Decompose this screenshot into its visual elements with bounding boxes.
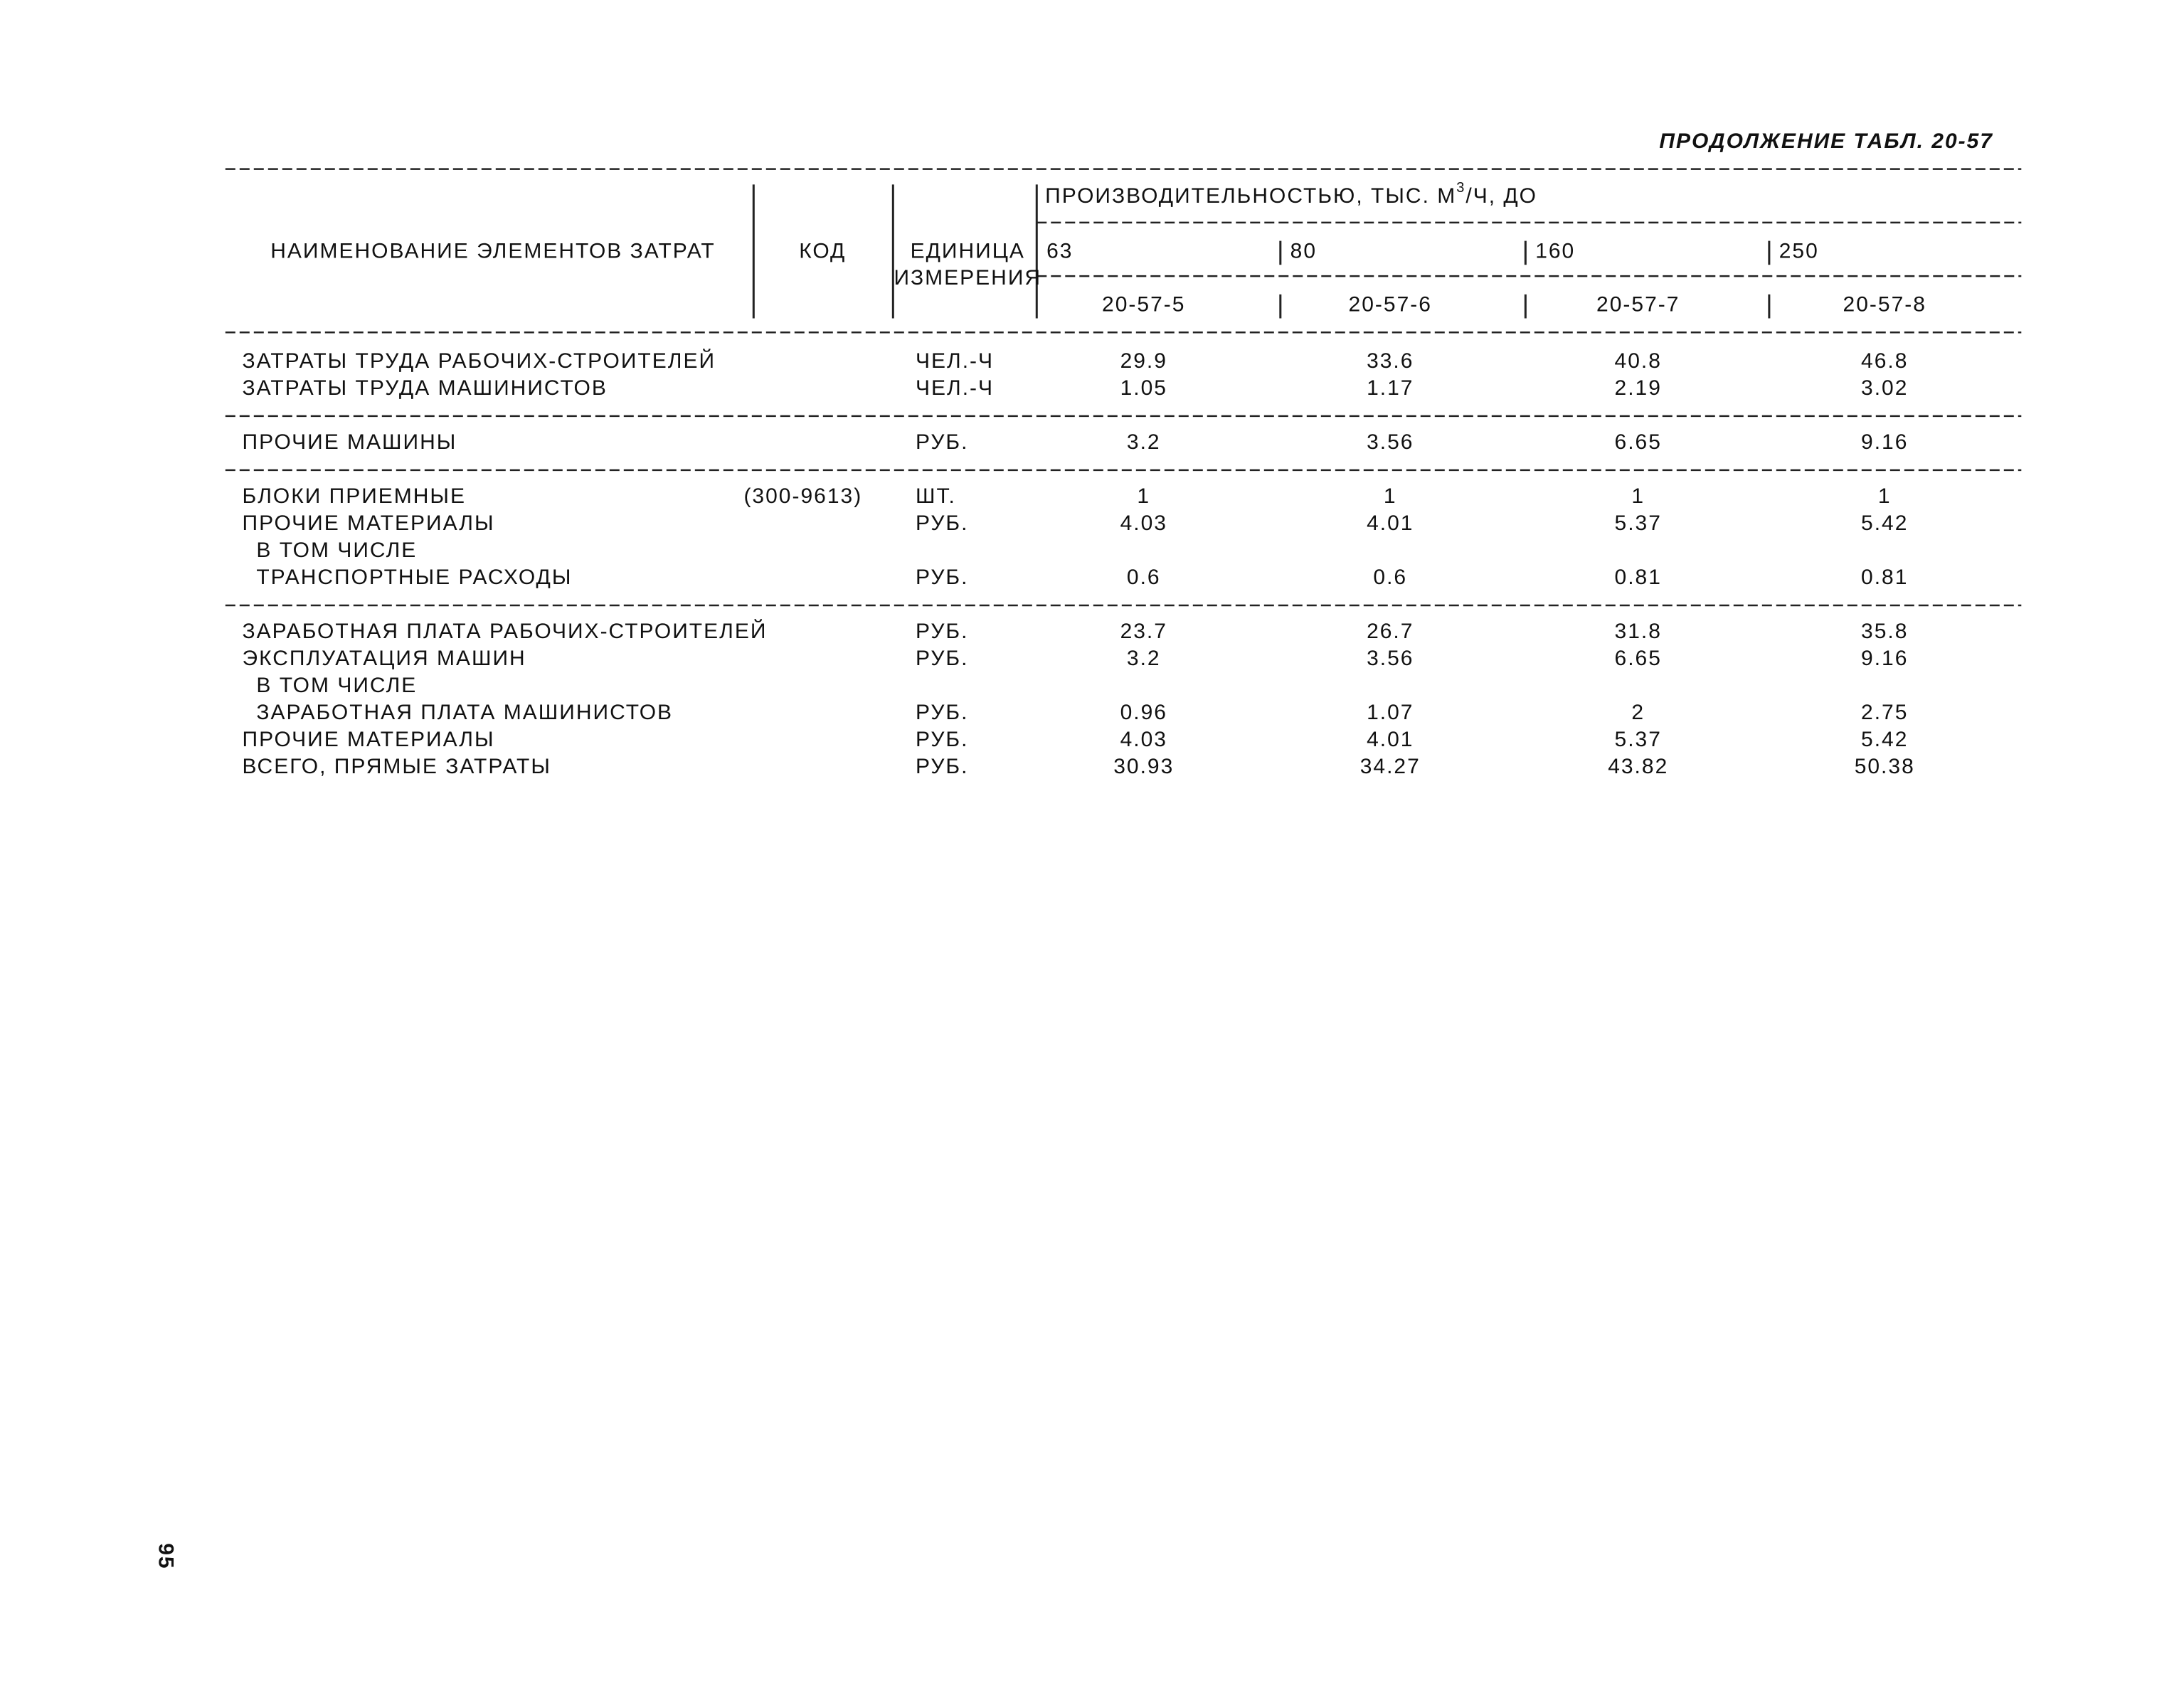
header-column-code: 20-57-8 xyxy=(1843,293,1926,317)
row-value: 6.65 xyxy=(1615,430,1662,454)
header-code: КОД xyxy=(799,239,846,263)
header-group-text: ПРОИЗВОДИТЕЛЬНОСТЬЮ, ТЫС. М xyxy=(1045,184,1456,208)
row-value: 2.19 xyxy=(1615,376,1662,400)
header-group-sup: 3 xyxy=(1456,180,1465,196)
row-unit: ЧЕЛ.-Ч xyxy=(916,349,994,373)
row-name: ЗАТРАТЫ ТРУДА МАШИНИСТОВ xyxy=(243,376,608,400)
header-column-code: 20-57-5 xyxy=(1102,293,1185,317)
row-value: 9.16 xyxy=(1861,430,1908,454)
header-column-code: 20-57-7 xyxy=(1596,293,1680,317)
row-value: 40.8 xyxy=(1615,349,1662,373)
row-unit: РУБ. xyxy=(916,511,968,535)
row-value: 50.38 xyxy=(1855,755,1915,778)
row-value: 3.02 xyxy=(1861,376,1908,400)
row-value: 4.01 xyxy=(1367,511,1414,535)
row-value: 29.9 xyxy=(1120,349,1167,373)
row-name: ПРОЧИЕ МАШИНЫ xyxy=(243,430,457,454)
row-code: (300-9613) xyxy=(743,484,862,508)
header-column-code: 20-57-6 xyxy=(1349,293,1432,317)
row-value: 33.6 xyxy=(1367,349,1414,373)
row-unit: РУБ. xyxy=(916,620,968,643)
row-value: 46.8 xyxy=(1861,349,1908,373)
row-value: 30.93 xyxy=(1113,755,1174,778)
page-number: 95 xyxy=(154,1543,178,1569)
row-value: 43.82 xyxy=(1608,755,1668,778)
row-value: 34.27 xyxy=(1360,755,1421,778)
row-value: 2.75 xyxy=(1861,701,1908,724)
row-name: ПРОЧИЕ МАТЕРИАЛЫ xyxy=(243,511,495,535)
row-value: 4.01 xyxy=(1367,728,1414,751)
row-name: ЗАРАБОТНАЯ ПЛАТА МАШИНИСТОВ xyxy=(256,701,673,724)
row-name: ЗАТРАТЫ ТРУДА РАБОЧИХ-СТРОИТЕЛЕЙ xyxy=(243,349,716,373)
row-name: БЛОКИ ПРИЕМНЫЕ xyxy=(243,484,466,508)
row-name: ВСЕГО, ПРЯМЫЕ ЗАТРАТЫ xyxy=(243,755,551,778)
row-value: 1.17 xyxy=(1367,376,1414,400)
row-value: 0.6 xyxy=(1127,566,1161,589)
header-unit: ЕДИНИЦА xyxy=(911,239,1025,263)
row-unit: РУБ. xyxy=(916,728,968,751)
row-unit: РУБ. xyxy=(916,647,968,670)
row-value: 3.2 xyxy=(1127,647,1161,670)
header-group-text: /Ч, ДО xyxy=(1465,184,1537,208)
row-value: 5.42 xyxy=(1861,728,1908,751)
row-value: 0.81 xyxy=(1615,566,1662,589)
row-value: 4.03 xyxy=(1120,511,1167,535)
row-value: 5.42 xyxy=(1861,511,1908,535)
row-value: 0.96 xyxy=(1120,701,1167,724)
row-value: 23.7 xyxy=(1120,620,1167,643)
row-name: ЗАРАБОТНАЯ ПЛАТА РАБОЧИХ-СТРОИТЕЛЕЙ xyxy=(243,619,768,643)
row-value: 5.37 xyxy=(1615,511,1662,535)
row-unit: РУБ. xyxy=(916,430,968,454)
row-value: 35.8 xyxy=(1861,620,1908,643)
row-value: 3.56 xyxy=(1367,647,1414,670)
header-capacity: 80 xyxy=(1290,239,1317,263)
row-value: 3.56 xyxy=(1367,430,1414,454)
row-value: 1 xyxy=(1137,484,1150,508)
row-unit: РУБ. xyxy=(916,566,968,589)
row-value: 4.03 xyxy=(1120,728,1167,751)
header-capacity: 63 xyxy=(1046,239,1073,263)
row-name: В ТОМ ЧИСЛЕ xyxy=(256,674,417,697)
row-value: 6.65 xyxy=(1615,647,1662,670)
table-caption: ПРОДОЛЖЕНИЕ ТАБЛ. 20-57 xyxy=(1659,129,1993,153)
row-value: 1.07 xyxy=(1367,701,1414,724)
header-name: НАИМЕНОВАНИЕ ЭЛЕМЕНТОВ ЗАТРАТ xyxy=(270,239,716,263)
row-value: 0.81 xyxy=(1861,566,1908,589)
row-unit: РУБ. xyxy=(916,701,968,724)
row-value: 26.7 xyxy=(1367,620,1414,643)
row-value: 1 xyxy=(1878,484,1892,508)
row-unit: ШТ. xyxy=(916,484,956,508)
row-value: 0.6 xyxy=(1373,566,1407,589)
row-name: ЭКСПЛУАТАЦИЯ МАШИН xyxy=(243,647,526,670)
row-value: 1 xyxy=(1631,484,1645,508)
row-unit: ЧЕЛ.-Ч xyxy=(916,376,994,400)
header-group: ПРОИЗВОДИТЕЛЬНОСТЬЮ, ТЫС. М3/Ч, ДО xyxy=(1045,180,1537,208)
row-value: 3.2 xyxy=(1127,430,1161,454)
row-value: 5.37 xyxy=(1615,728,1662,751)
header-capacity: 160 xyxy=(1535,239,1575,263)
row-value: 2 xyxy=(1631,701,1645,724)
row-value: 1 xyxy=(1384,484,1397,508)
row-value: 1.05 xyxy=(1120,376,1167,400)
header-unit: ИЗМЕРЕНИЯ xyxy=(894,266,1041,290)
header-capacity: 250 xyxy=(1779,239,1819,263)
row-name: ТРАНСПОРТНЫЕ РАСХОДЫ xyxy=(256,566,572,589)
row-unit: РУБ. xyxy=(916,755,968,778)
row-value: 31.8 xyxy=(1615,620,1662,643)
row-name: В ТОМ ЧИСЛЕ xyxy=(256,539,417,562)
row-name: ПРОЧИЕ МАТЕРИАЛЫ xyxy=(243,728,495,751)
row-value: 9.16 xyxy=(1861,647,1908,670)
